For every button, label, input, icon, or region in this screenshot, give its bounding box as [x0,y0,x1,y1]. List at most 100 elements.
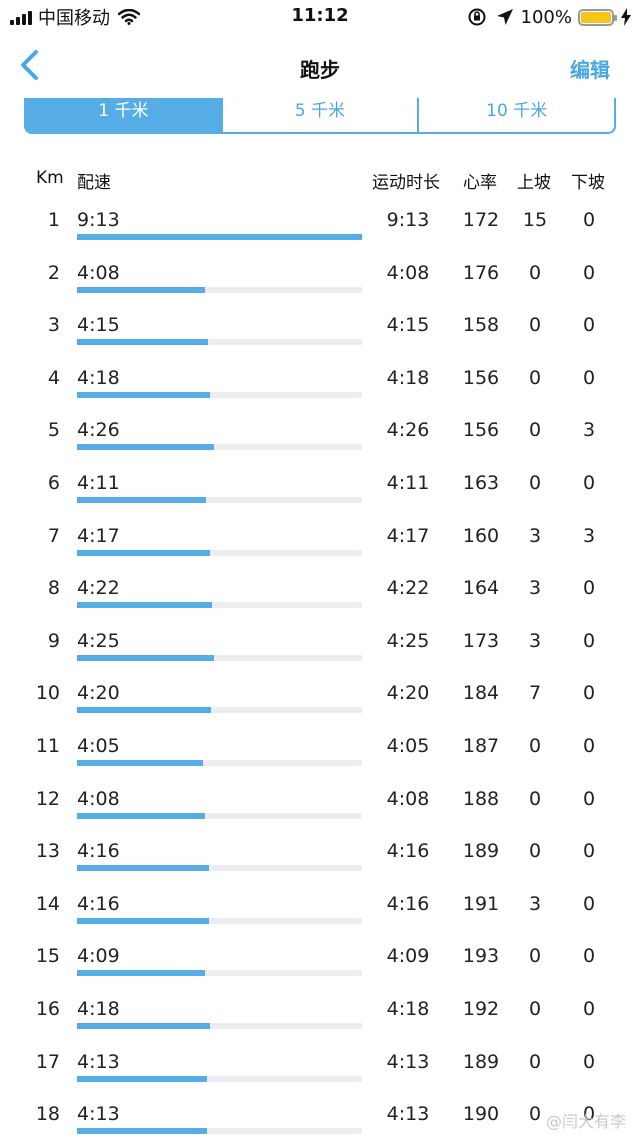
uphill-cell: 3 [528,577,542,600]
pace-bar-track [77,1022,362,1029]
table-row: 18 4:13 4:13 190 0 0 [0,1090,640,1143]
header-heart-rate: 心率 [463,173,497,193]
table-header: Km 配速 运动时长 心率 上坡 下坡 [0,168,640,194]
header-uphill: 上坡 [517,173,551,193]
downhill-cell: 0 [582,366,596,389]
downhill-cell: 0 [582,629,596,652]
downhill-cell: 0 [582,209,596,231]
heart-rate-cell: 187 [462,734,500,757]
pace-cell: 4:13 [77,1050,120,1073]
pace-bar-fill [77,812,205,819]
pace-cell: 4:16 [77,840,120,863]
table-row: 6 4:11 4:11 163 0 0 [0,459,640,512]
uphill-cell: 0 [528,787,542,810]
downhill-cell: 0 [582,1050,596,1073]
duration-cell: 4:15 [386,314,430,337]
pace-bar-fill [77,759,204,766]
pace-bar-fill [77,1022,210,1029]
table-row: 3 4:15 4:15 158 0 0 [0,301,640,354]
duration-cell: 4:13 [386,1050,430,1073]
table-row: 10 4:20 4:20 184 7 0 [0,669,640,722]
chevron-left-icon [21,50,38,80]
battery-percent: 100% [520,6,572,28]
pace-bar-track [77,759,362,766]
table-row: 4 4:18 4:18 156 0 0 [0,354,640,407]
uphill-cell: 3 [528,524,542,547]
heart-rate-cell: 191 [462,892,500,915]
back-button[interactable] [14,48,50,84]
km-cell: 16 [35,997,60,1020]
pace-cell: 4:08 [77,787,120,810]
watermark: @闫大有李 [545,1112,626,1131]
downhill-cell: 3 [582,419,596,442]
pace-bar-fill [77,602,213,609]
pace-bar-fill [77,444,215,451]
km-cell: 4 [47,366,60,389]
heart-rate-cell: 190 [462,1103,500,1126]
pace-bar-fill [77,865,209,872]
pace-bar-fill [77,1128,208,1135]
pace-bar-track [77,1075,362,1082]
table-row: 14 4:16 4:16 191 3 0 [0,880,640,933]
duration-cell: 4:17 [386,524,430,547]
duration-cell: 4:18 [386,366,430,389]
heart-rate-cell: 173 [462,629,500,652]
wifi-icon [118,9,140,25]
table-row: 12 4:08 4:08 188 0 0 [0,775,640,828]
pace-bar-fill [77,339,209,346]
table-row: 1 9:13 9:13 172 15 0 [0,196,640,249]
signal-icon [10,9,32,25]
downhill-cell: 0 [582,261,596,284]
pace-cell: 4:18 [77,997,120,1020]
duration-cell: 4:13 [386,1103,430,1126]
heart-rate-cell: 184 [462,682,500,705]
pace-cell: 4:18 [77,366,120,389]
nav-bar: 跑步 编辑 [0,34,640,98]
km-cell: 18 [35,1103,60,1126]
split-table: 1 9:13 9:13 172 15 0 2 4:08 4:08 176 0 0 3 4:15 4:15 15… [0,196,640,1143]
km-cell: 2 [47,261,60,284]
status-right: 100% [467,5,632,29]
pace-bar-fill [77,917,209,924]
status-left: 中国移动 [10,5,140,29]
duration-cell: 4:20 [386,682,430,705]
uphill-cell: 0 [528,366,542,389]
pace-bar-track [77,917,362,924]
segment-10km[interactable]: 10 千米 [417,98,614,132]
pace-bar-track [77,549,362,556]
downhill-cell: 0 [582,734,596,757]
table-row: 15 4:09 4:09 193 0 0 [0,932,640,985]
downhill-cell: 0 [582,682,596,705]
pace-bar-track [77,391,362,398]
duration-cell: 4:16 [386,892,430,915]
pace-bar-track [77,286,362,293]
segment-1km[interactable]: 1 千米 [26,98,221,132]
heart-rate-cell: 163 [462,471,500,494]
km-cell: 11 [35,734,60,757]
table-row: 13 4:16 4:16 189 0 0 [0,827,640,880]
km-cell: 1 [47,209,60,231]
heart-rate-cell: 160 [462,524,500,547]
downhill-cell: 3 [582,524,596,547]
downhill-cell: 0 [582,1103,596,1126]
table-row: 7 4:17 4:17 160 3 3 [0,512,640,565]
table-row: 11 4:05 4:05 187 0 0 [0,722,640,775]
uphill-cell: 0 [528,840,542,863]
km-cell: 9 [47,629,60,652]
pace-cell: 4:11 [77,471,120,494]
downhill-cell: 0 [582,314,596,337]
pace-bar-track [77,1128,362,1135]
heart-rate-cell: 172 [462,209,500,231]
status-bar: 中国移动 11:12 100% [0,0,640,34]
uphill-cell: 3 [528,629,542,652]
uphill-cell: 0 [528,471,542,494]
pace-cell: 9:13 [77,209,120,231]
pace-cell: 4:20 [77,682,120,705]
uphill-cell: 0 [528,314,542,337]
duration-cell: 9:13 [386,209,430,231]
pace-cell: 4:05 [77,734,120,757]
edit-button[interactable]: 编辑 [570,58,610,82]
pace-bar-track [77,234,362,240]
segment-5km[interactable]: 5 千米 [220,98,418,132]
duration-cell: 4:05 [386,734,430,757]
